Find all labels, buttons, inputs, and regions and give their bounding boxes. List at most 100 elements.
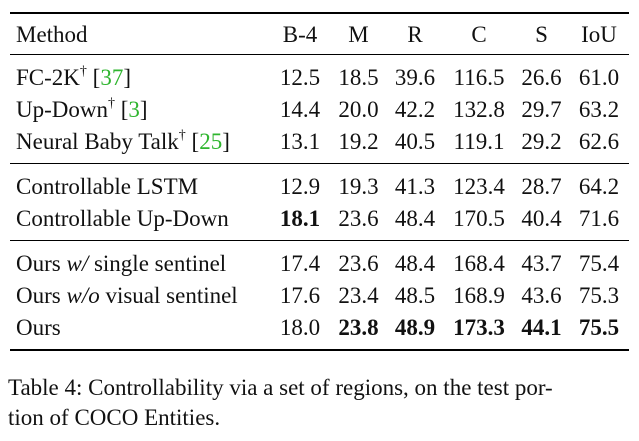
cell-s: 40.4 bbox=[514, 202, 569, 241]
cell-value: 116.5 bbox=[453, 64, 505, 90]
citation-open-bracket: [ bbox=[185, 128, 200, 154]
cell-c: 168.9 bbox=[444, 279, 514, 311]
cell-value: 14.4 bbox=[279, 96, 321, 122]
cell-c: 116.5 bbox=[444, 55, 514, 94]
table-body: FC-2K† [37] 12.5 18.5 39.6 116.5 26.6 61.0 Up-D… bbox=[10, 54, 629, 350]
cell-m: 23.4 bbox=[331, 279, 386, 311]
caption-line-1: Table 4: Controllability via a set of re… bbox=[8, 375, 553, 400]
cell-value: 23.4 bbox=[338, 282, 379, 308]
cell-b4: 18.0 bbox=[269, 311, 331, 350]
cell-value: 168.4 bbox=[453, 250, 505, 276]
cell-b4: 18.1 bbox=[269, 202, 331, 241]
method-name: Neural Baby Talk† [25] bbox=[10, 125, 269, 164]
method-text: Ours bbox=[16, 282, 67, 308]
cell-value: 40.5 bbox=[394, 128, 436, 154]
method-text: Controllable Up-Down bbox=[16, 205, 229, 231]
citation-close-bracket: ] bbox=[139, 96, 148, 122]
table-row: Up-Down† [3] 14.4 20.0 42.2 132.8 29.7 63.2 bbox=[10, 93, 629, 125]
cell-value: 170.5 bbox=[453, 205, 505, 231]
cell-value: 23.6 bbox=[338, 205, 379, 231]
cell-m: 23.8 bbox=[331, 311, 386, 350]
method-name: Controllable Up-Down bbox=[10, 202, 269, 241]
cell-c: 123.4 bbox=[444, 164, 514, 203]
table-row: Controllable LSTM 12.9 19.3 41.3 123.4 28.7 64… bbox=[10, 163, 629, 203]
cell-value: 44.1 bbox=[521, 314, 562, 340]
cell-b4: 17.6 bbox=[269, 279, 331, 311]
caption-line-2: tion of COCO Entities. bbox=[8, 405, 221, 430]
cell-value: 26.6 bbox=[521, 64, 562, 90]
header-s: S bbox=[535, 21, 548, 47]
cell-value: 42.2 bbox=[394, 96, 436, 122]
cell-value: 23.8 bbox=[338, 314, 379, 340]
citation-open-bracket: [ bbox=[86, 64, 101, 90]
cell-value: 61.0 bbox=[578, 64, 620, 90]
cell-iou: 62.6 bbox=[569, 125, 629, 164]
cell-value: 40.4 bbox=[521, 205, 562, 231]
header-b4: B-4 bbox=[282, 21, 318, 47]
method-name: Ours bbox=[10, 311, 269, 350]
cell-c: 173.3 bbox=[444, 311, 514, 350]
citation-link[interactable]: 25 bbox=[199, 128, 223, 154]
cell-c: 132.8 bbox=[444, 93, 514, 125]
cell-iou: 75.3 bbox=[569, 279, 629, 311]
method-italic-text: w/ bbox=[66, 250, 89, 276]
method-text: FC-2K bbox=[16, 64, 80, 90]
table-row: Ours 18.0 23.8 48.9 173.3 44.1 75.5 bbox=[10, 311, 629, 350]
citation-link[interactable]: 3 bbox=[128, 96, 140, 122]
cell-value: 43.7 bbox=[521, 250, 562, 276]
citation-close-bracket: ] bbox=[222, 128, 230, 154]
cell-value: 132.8 bbox=[453, 96, 505, 122]
cell-value: 173.3 bbox=[453, 314, 505, 340]
cell-b4: 17.4 bbox=[269, 241, 331, 280]
cell-iou: 75.4 bbox=[569, 241, 629, 280]
citation-link[interactable]: 37 bbox=[100, 64, 124, 90]
dagger-mark: † bbox=[178, 127, 186, 143]
method-name: Up-Down† [3] bbox=[10, 93, 269, 125]
table-row: Controllable Up-Down 18.1 23.6 48.4 170.5 40.… bbox=[10, 202, 629, 241]
table-header-row: Method B-4 M R C S IoU bbox=[10, 13, 629, 55]
cell-iou: 63.2 bbox=[569, 93, 629, 125]
dagger-mark: † bbox=[79, 63, 87, 79]
cell-s: 29.7 bbox=[514, 93, 569, 125]
cell-value: 48.4 bbox=[394, 205, 436, 231]
method-text-suffix: visual sentinel bbox=[99, 282, 238, 308]
cell-s: 29.2 bbox=[514, 125, 569, 164]
cell-value: 23.6 bbox=[338, 250, 379, 276]
method-name: Controllable LSTM bbox=[10, 164, 269, 203]
table-row: Ours w/o visual sentinel 17.6 23.4 48.5 168.… bbox=[10, 279, 629, 311]
header-iou: IoU bbox=[581, 21, 617, 47]
cell-value: 168.9 bbox=[453, 282, 505, 308]
table-caption: Table 4: Controllability via a set of re… bbox=[8, 373, 632, 433]
cell-value: 29.2 bbox=[521, 128, 562, 154]
cell-value: 75.3 bbox=[578, 282, 620, 308]
cell-value: 48.5 bbox=[394, 282, 436, 308]
cell-r: 48.9 bbox=[386, 311, 444, 350]
cell-r: 39.6 bbox=[386, 55, 444, 94]
method-name: Ours w/o visual sentinel bbox=[10, 279, 269, 311]
table-row: Ours w/ single sentinel 17.4 23.6 48.4 168.4… bbox=[10, 240, 629, 280]
method-text: Ours bbox=[16, 250, 67, 276]
cell-iou: 64.2 bbox=[569, 164, 629, 203]
cell-b4: 13.1 bbox=[269, 125, 331, 164]
cell-s: 44.1 bbox=[514, 311, 569, 350]
cell-b4: 14.4 bbox=[269, 93, 331, 125]
cell-iou: 75.5 bbox=[569, 311, 629, 350]
cell-r: 42.2 bbox=[386, 93, 444, 125]
cell-b4: 12.9 bbox=[269, 164, 331, 203]
cell-r: 40.5 bbox=[386, 125, 444, 164]
cell-value: 39.6 bbox=[394, 64, 436, 90]
cell-value: 18.1 bbox=[279, 205, 321, 231]
results-table: Method B-4 M R C S IoU FC-2K† [37] 12.5 18… bbox=[10, 12, 629, 351]
cell-value: 75.5 bbox=[578, 314, 620, 340]
cell-m: 23.6 bbox=[331, 202, 386, 241]
cell-value: 48.4 bbox=[394, 250, 436, 276]
header-c: C bbox=[471, 21, 487, 47]
cell-c: 119.1 bbox=[444, 125, 514, 164]
method-name: Ours w/ single sentinel bbox=[10, 241, 269, 280]
method-italic-text: w/o bbox=[66, 282, 100, 308]
cell-iou: 61.0 bbox=[569, 55, 629, 94]
citation-open-bracket: [ bbox=[115, 96, 129, 122]
header-r: R bbox=[407, 21, 423, 47]
method-text: Neural Baby Talk bbox=[16, 128, 179, 154]
cell-m: 19.3 bbox=[331, 164, 386, 203]
